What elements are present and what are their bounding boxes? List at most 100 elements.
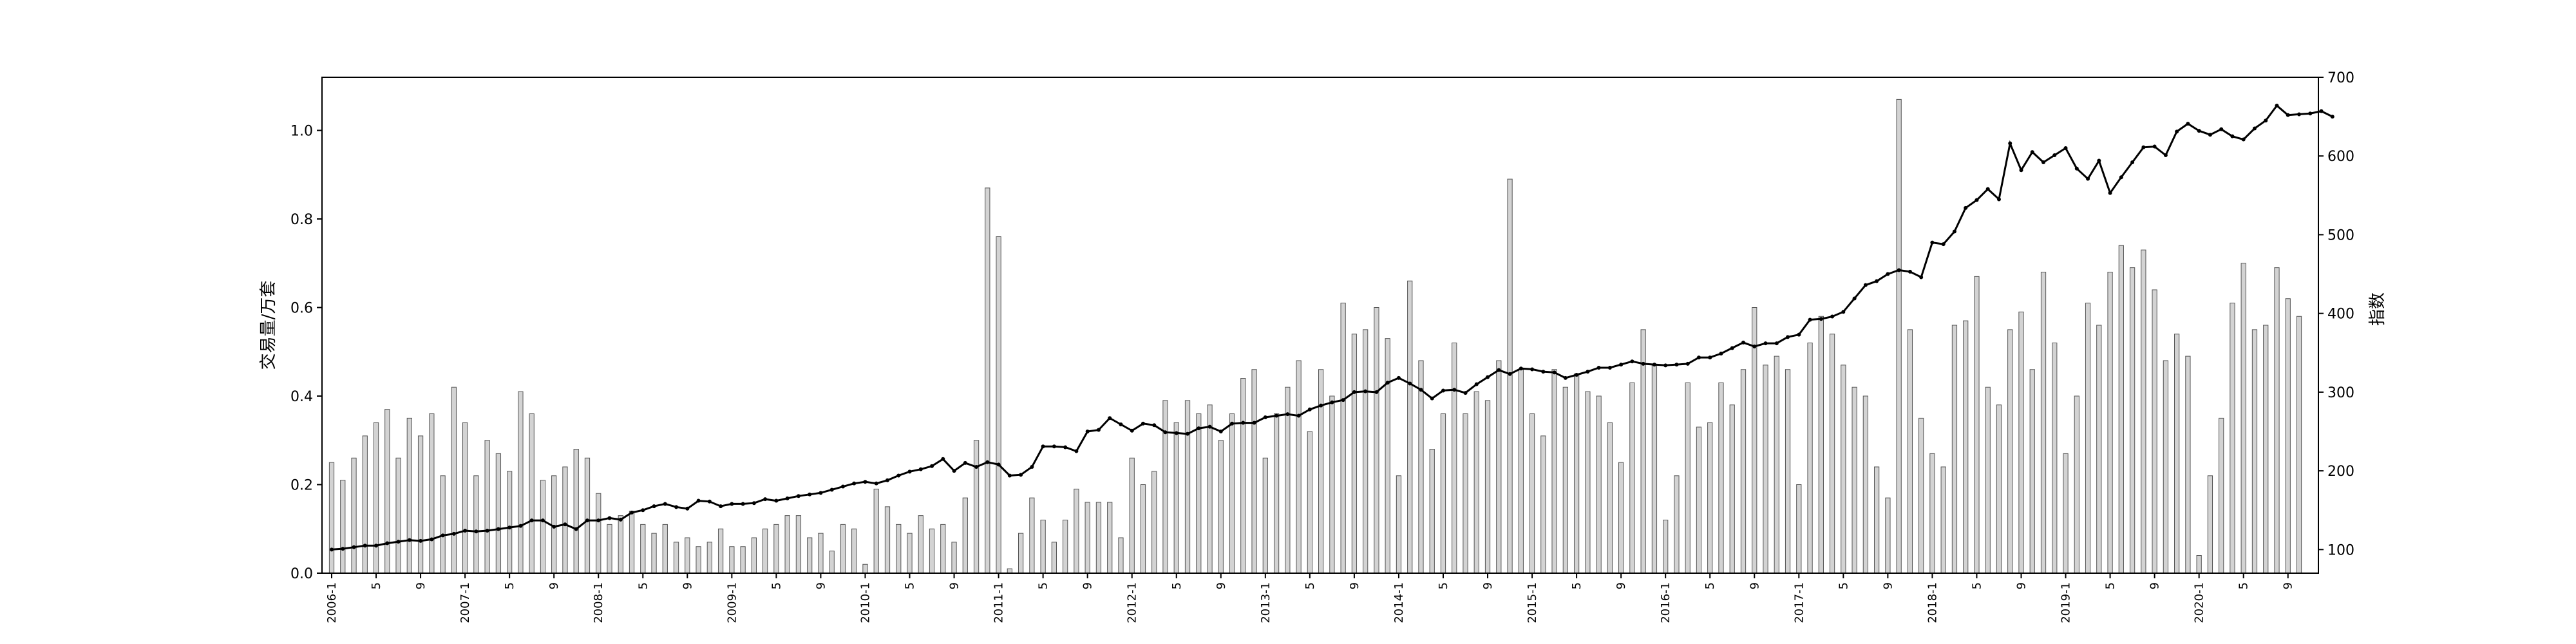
x-tick-label: 2007-1: [459, 582, 472, 623]
x-tick-label: 2009-1: [725, 582, 739, 623]
index-point: [1685, 361, 1690, 366]
index-point: [1141, 421, 1145, 426]
index-point: [2052, 153, 2057, 157]
bar: [662, 524, 668, 574]
bar: [1173, 422, 1179, 574]
bar: [840, 524, 846, 574]
bar: [807, 537, 813, 574]
index-point: [518, 524, 523, 528]
index-point: [1786, 335, 1790, 339]
bar: [851, 528, 857, 574]
bar: [551, 475, 557, 574]
bar: [629, 511, 635, 574]
bar: [740, 546, 746, 574]
right-y-tick-label: 100: [2327, 542, 2354, 558]
right-y-axis: 100 200 300 400 500 600 700: [2318, 70, 2354, 558]
bar: [918, 515, 923, 574]
index-point: [1830, 314, 1835, 319]
bar: [451, 386, 457, 574]
index-point: [1586, 370, 1590, 374]
bar: [1363, 329, 1368, 574]
index-point: [2152, 144, 2157, 149]
index-point: [1975, 198, 1979, 202]
bar: [1940, 466, 1946, 574]
index-point: [719, 504, 723, 509]
bar: [2129, 267, 2136, 574]
index-point: [2230, 134, 2235, 138]
bar: [584, 457, 591, 574]
index-point: [1296, 413, 1301, 418]
x-tick-label: 2020-1: [2193, 582, 2206, 623]
index-point: [874, 481, 878, 486]
index-point: [1641, 361, 1645, 366]
index-point: [596, 518, 601, 523]
index-point: [1163, 430, 1168, 435]
bar: [2207, 475, 2213, 574]
right-y-axis-label: 指数: [2368, 292, 2387, 326]
index-point: [974, 465, 979, 469]
index-point: [2197, 129, 2201, 133]
bar: [1473, 391, 1479, 574]
index-point: [741, 502, 745, 506]
bar: [2196, 555, 2202, 574]
index-point: [1041, 444, 1045, 449]
index-point: [1964, 205, 1968, 210]
index-point: [2241, 137, 2246, 142]
bar: [717, 528, 724, 574]
index-point: [1430, 396, 1434, 401]
bar: [1095, 502, 1102, 574]
index-point: [1719, 352, 1723, 355]
index-point: [529, 518, 534, 523]
bar: [618, 515, 623, 574]
bar: [1829, 334, 1835, 574]
index-point: [1408, 381, 1412, 386]
bar: [1340, 303, 1346, 574]
bar: [2018, 311, 2024, 574]
x-tick-label: 9: [1615, 582, 1628, 589]
bar: [384, 409, 390, 574]
index-point: [1575, 373, 1579, 377]
index-point: [1797, 332, 1801, 337]
index-point: [1441, 388, 1445, 393]
x-tick-label: 2016-1: [1659, 582, 1672, 623]
bar: [1529, 413, 1535, 574]
index-point: [1285, 412, 1290, 417]
bar: [2040, 272, 2047, 574]
bar: [1651, 365, 1658, 574]
index-point: [2186, 122, 2190, 126]
index-point: [918, 467, 923, 471]
right-y-tick-label: 600: [2327, 149, 2354, 165]
x-tick-label: 5: [503, 582, 516, 589]
bar: [395, 457, 401, 574]
bar: [773, 524, 779, 574]
index-point: [985, 460, 990, 464]
bar: [2163, 360, 2169, 574]
index-point: [1774, 341, 1779, 346]
bar: [1296, 360, 1302, 574]
index-point: [863, 480, 867, 484]
bar: [1240, 378, 1246, 574]
bar: [1385, 338, 1390, 574]
bar: [2085, 303, 2091, 574]
index-point: [1218, 430, 1223, 433]
bar: [1618, 462, 1624, 574]
bar: [951, 542, 957, 574]
bar: [1273, 413, 1280, 574]
bar: [1351, 334, 1358, 574]
x-tick-label: 5: [2104, 582, 2117, 589]
x-tick-label: 9: [948, 582, 961, 589]
index-point: [1752, 345, 1757, 348]
x-tick-label: 2010-1: [858, 582, 872, 623]
bar: [2007, 329, 2013, 574]
bar: [351, 457, 357, 574]
line-series: [330, 104, 2334, 552]
index-point: [1252, 421, 1256, 425]
index-point: [1708, 355, 1712, 360]
x-tick-label: 5: [1703, 582, 1717, 589]
bar: [462, 422, 468, 574]
bar: [1151, 471, 1157, 574]
bar: [1418, 360, 1424, 574]
x-tick-label: 2014-1: [1392, 582, 1406, 623]
bar: [2251, 329, 2258, 574]
bar: [2274, 267, 2280, 574]
